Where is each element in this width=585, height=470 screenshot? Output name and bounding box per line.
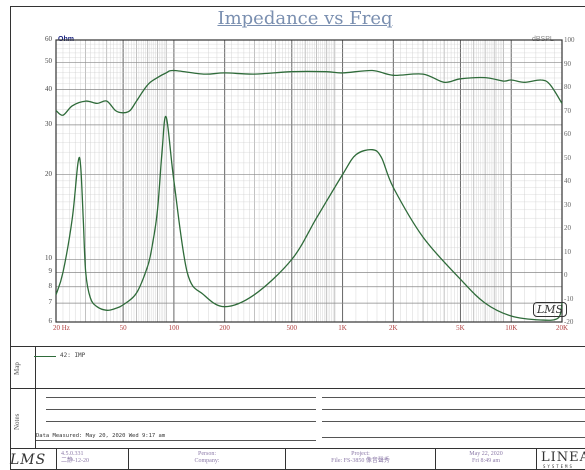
date-measured: Data Measured: May 20, 2020 Wed 9:17 am bbox=[36, 433, 166, 439]
x-tick-label: 2K bbox=[389, 324, 398, 332]
footer-version-cell: 4.5.0.331 二静-12-20 bbox=[56, 448, 128, 470]
traces bbox=[55, 69, 563, 321]
chart-title: Impedance vs Freq bbox=[217, 8, 393, 29]
legend-swatch bbox=[34, 356, 56, 357]
divider-notes-top bbox=[10, 388, 585, 389]
x-tick-label: 1K bbox=[338, 324, 347, 332]
project-field: Project: bbox=[351, 451, 370, 457]
left-tick-label: 8 bbox=[48, 281, 53, 290]
notes-label: Notes bbox=[13, 413, 21, 430]
left-tick-label: 20 bbox=[45, 169, 52, 178]
left-tick-label: 7 bbox=[48, 298, 53, 307]
right-tick-label: 40 bbox=[564, 177, 571, 185]
right-tick-label: 10 bbox=[564, 247, 571, 256]
x-tick-label: 20 Hz bbox=[53, 324, 70, 332]
right-tick-label: 50 bbox=[564, 153, 571, 162]
footer-person-cell: Person: Company: bbox=[128, 448, 285, 470]
notes-line-4 bbox=[322, 397, 585, 398]
left-tick-label: 60 bbox=[45, 35, 52, 43]
right-tick-label: -20 bbox=[564, 318, 574, 326]
footer-project-cell: Project: File: FS-3850 像音聲秀 bbox=[285, 448, 435, 470]
x-tick-label: 5K bbox=[456, 324, 465, 332]
legend-entry: 42: IMP bbox=[60, 352, 86, 359]
version-number: 4.5.0.331 bbox=[61, 451, 84, 457]
plot-frame bbox=[55, 39, 563, 323]
right-tick-label: 70 bbox=[564, 106, 571, 115]
right-tick-label: 60 bbox=[564, 130, 571, 138]
linear-logo: LINEAR bbox=[541, 450, 585, 465]
notes-line-8 bbox=[36, 440, 316, 441]
right-tick-label: 100 bbox=[564, 36, 575, 44]
right-tick-label: 0 bbox=[564, 271, 568, 279]
notes-line-3 bbox=[46, 421, 316, 422]
x-tick-label: 500 bbox=[286, 324, 298, 332]
print-time: Fri 8:49 am bbox=[472, 458, 500, 464]
version-code: 二静-12-20 bbox=[61, 458, 89, 464]
x-tick-label: 10K bbox=[505, 324, 518, 332]
notes-line-5 bbox=[322, 409, 585, 410]
person-field: Person: bbox=[198, 451, 216, 457]
company-field: Company: bbox=[194, 458, 220, 464]
systems-text: SYSTEMS bbox=[543, 464, 574, 469]
divider-map-top bbox=[10, 346, 585, 347]
notes-line-6 bbox=[322, 421, 585, 422]
notes-line-2 bbox=[46, 409, 316, 410]
x-tick-label: 20K bbox=[555, 324, 569, 332]
print-date: May 22, 2020 bbox=[469, 451, 503, 457]
x-tick-label: 100 bbox=[168, 324, 180, 332]
right-tick-label: 90 bbox=[564, 59, 571, 68]
grid-lines bbox=[55, 39, 563, 323]
right-tick-label: -10 bbox=[564, 294, 574, 303]
spl-trace bbox=[55, 69, 563, 116]
left-tick-label: 10 bbox=[45, 254, 52, 263]
x-tick-label: 200 bbox=[219, 324, 230, 332]
left-tick-label: 9 bbox=[48, 267, 53, 276]
footer-brand-cell bbox=[536, 448, 585, 470]
x-tick-label: 50 bbox=[119, 324, 127, 332]
impedance-trace bbox=[55, 115, 563, 321]
notes-line-1 bbox=[46, 397, 316, 398]
footer-date-cell: May 22, 2020 Fri 8:49 am bbox=[435, 448, 536, 470]
left-tick-label: 50 bbox=[45, 57, 52, 66]
lms-footer-logo: LMS bbox=[10, 452, 47, 468]
lms-badge-logo: LMS bbox=[533, 302, 568, 317]
left-tick-label: 40 bbox=[45, 84, 52, 93]
map-label: Map bbox=[13, 362, 21, 375]
left-tick-label: 30 bbox=[45, 119, 52, 128]
left-tick-label: 6 bbox=[48, 317, 53, 325]
right-tick-label: 20 bbox=[564, 224, 571, 232]
notes-line-7 bbox=[322, 437, 585, 438]
divider-footer-top bbox=[10, 448, 585, 449]
plot-border bbox=[55, 39, 563, 323]
right-tick-label: 30 bbox=[564, 200, 571, 209]
right-tick-label: 80 bbox=[564, 83, 571, 91]
map-sidebox bbox=[10, 346, 36, 388]
notes-sidebox bbox=[10, 388, 36, 448]
file-field: File: FS-3850 像音聲秀 bbox=[331, 458, 390, 464]
